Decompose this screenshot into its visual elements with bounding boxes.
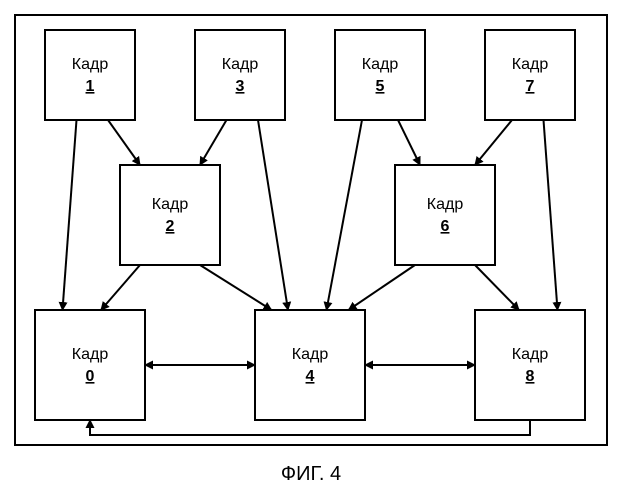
edge-n7-n6 — [475, 120, 512, 165]
node-label-num-n2: 2 — [166, 218, 175, 235]
node-n5: Кадр 5 — [335, 30, 425, 120]
node-n7: Кадр 7 — [485, 30, 575, 120]
node-n6: Кадр 6 — [395, 165, 495, 265]
node-box-n0 — [35, 310, 145, 420]
node-box-n7 — [485, 30, 575, 120]
node-label-word-n1: Кадр — [72, 56, 109, 73]
node-label-num-n7: 7 — [526, 78, 535, 95]
node-box-n1 — [45, 30, 135, 120]
node-label-word-n3: Кадр — [222, 56, 259, 73]
node-label-num-n0: 0 — [86, 368, 95, 385]
node-label-num-n4: 4 — [306, 368, 315, 385]
edge-n6-n8 — [475, 265, 519, 310]
node-box-n5 — [335, 30, 425, 120]
node-box-n4 — [255, 310, 365, 420]
edge-n5-n4 — [327, 120, 363, 310]
edge-n6-n4 — [349, 265, 416, 310]
nodes-group: Кадр 1 Кадр 3 Кадр 5 Кадр 7 Кадр 2 Кадр 6 Кадр 0 Кадр 4… — [35, 30, 585, 420]
edge-n7-n8 — [544, 120, 558, 310]
node-box-n3 — [195, 30, 285, 120]
node-label-word-n0: Кадр — [72, 346, 109, 363]
node-n0: Кадр 0 — [35, 310, 145, 420]
node-n3: Кадр 3 — [195, 30, 285, 120]
edge-n5-n6 — [398, 120, 420, 165]
node-label-num-n1: 1 — [86, 78, 95, 95]
node-n1: Кадр 1 — [45, 30, 135, 120]
node-n4: Кадр 4 — [255, 310, 365, 420]
node-label-word-n2: Кадр — [152, 196, 189, 213]
edge-n2-n4 — [200, 265, 272, 310]
node-label-word-n8: Кадр — [512, 346, 549, 363]
node-label-num-n3: 3 — [236, 78, 245, 95]
node-label-word-n6: Кадр — [427, 196, 464, 213]
edge-feedback-n8-n0 — [90, 420, 530, 435]
figure-caption: ФИГ. 4 — [281, 463, 341, 485]
edge-n3-n4 — [258, 120, 288, 310]
node-n8: Кадр 8 — [475, 310, 585, 420]
node-label-num-n8: 8 — [526, 368, 535, 385]
node-label-word-n4: Кадр — [292, 346, 329, 363]
diagram-svg: Кадр 1 Кадр 3 Кадр 5 Кадр 7 Кадр 2 Кадр 6 Кадр 0 Кадр 4… — [0, 0, 622, 500]
node-box-n8 — [475, 310, 585, 420]
node-n2: Кадр 2 — [120, 165, 220, 265]
node-label-num-n6: 6 — [441, 218, 450, 235]
node-box-n6 — [395, 165, 495, 265]
node-box-n2 — [120, 165, 220, 265]
edge-n2-n0 — [101, 265, 140, 310]
edge-n1-n2 — [108, 120, 140, 165]
node-label-word-n7: Кадр — [512, 56, 549, 73]
edge-n1-n0 — [63, 120, 77, 310]
node-label-num-n5: 5 — [376, 78, 385, 95]
node-label-word-n5: Кадр — [362, 56, 399, 73]
edge-n3-n2 — [200, 120, 227, 165]
